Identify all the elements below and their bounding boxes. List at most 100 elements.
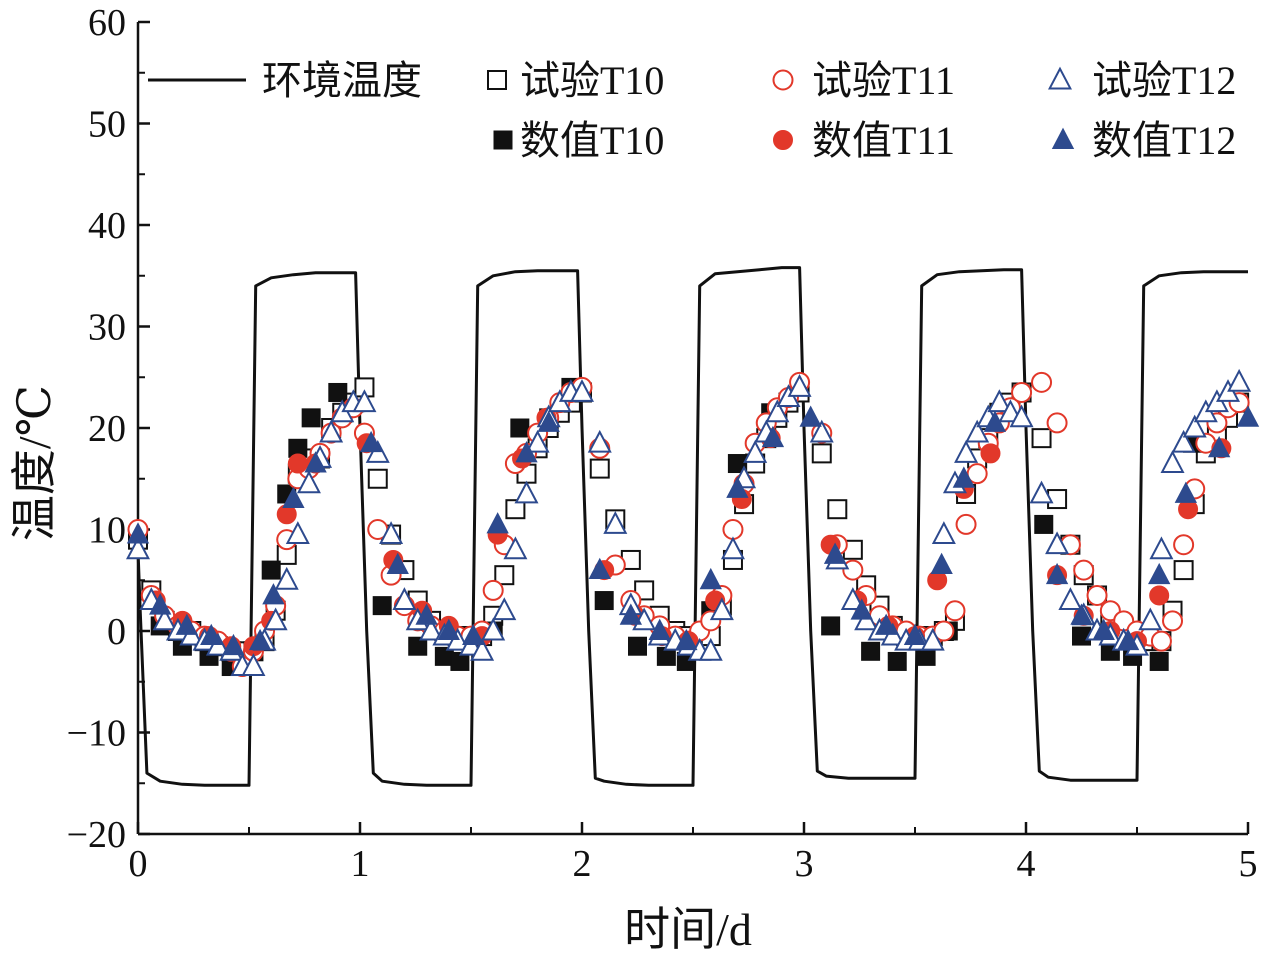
point-试验T12-16 xyxy=(319,419,344,443)
point-试验T12-71 xyxy=(1009,404,1034,428)
point-数值T12-23 xyxy=(761,425,785,448)
point-数值T12-26 xyxy=(850,598,873,620)
x-tick-label: 3 xyxy=(795,843,814,885)
legend-label: 试验T10 xyxy=(520,58,664,103)
point-数值T12-36 xyxy=(1148,562,1171,585)
point-试验T12-0 xyxy=(125,536,151,560)
point-试验T12-24 xyxy=(419,617,444,641)
point-数值T11-35 xyxy=(1149,585,1170,606)
legend-triangle-swatch xyxy=(1047,66,1073,90)
point-试验T12-50 xyxy=(743,439,768,463)
point-试验T12-48 xyxy=(720,536,745,560)
point-试验T12-28 xyxy=(470,637,495,661)
point-数值T12-9 xyxy=(359,430,383,453)
point-数值T12-4 xyxy=(222,633,245,656)
point-试验T12-84 xyxy=(1182,414,1207,438)
point-数值T11-7 xyxy=(287,453,308,474)
legend-entry: 数值T12 xyxy=(1051,118,1236,163)
point-试验T12-52 xyxy=(765,399,790,423)
point-数值T12-20 xyxy=(675,628,698,651)
point-数值T11-30 xyxy=(980,443,1001,464)
y-tick-label: −20 xyxy=(67,814,126,856)
point-数值T10-18 xyxy=(594,591,614,611)
point-试验T11-82 xyxy=(1162,610,1184,632)
point-试验T12-31 xyxy=(503,536,528,560)
point-数值T12-10 xyxy=(386,552,409,574)
point-数值T10-9 xyxy=(328,382,348,402)
point-试验T12-39 xyxy=(603,511,628,534)
point-数值T12-18 xyxy=(619,603,643,625)
point-数值T12-33 xyxy=(1070,603,1093,625)
y-tick-label: 50 xyxy=(88,104,126,146)
series-数值T12 xyxy=(126,405,1260,656)
point-试验T12-29 xyxy=(481,617,506,641)
point-试验T11-65 xyxy=(944,600,966,622)
point-数值T10-10 xyxy=(372,596,392,616)
point-试验T11-71 xyxy=(1011,381,1033,403)
point-数值T12-32 xyxy=(1045,562,1069,585)
point-试验T12-88 xyxy=(1227,368,1252,392)
point-试验T12-9 xyxy=(241,653,266,676)
point-数值T12-16 xyxy=(537,410,560,432)
legend-entry: 数值T11 xyxy=(773,118,955,163)
legend-entry: 试验T11 xyxy=(772,58,955,103)
point-数值T10-26 xyxy=(861,641,881,661)
point-试验T12-81 xyxy=(1149,536,1174,560)
point-试验T11-57 xyxy=(842,559,864,581)
legend-circle-swatch xyxy=(772,69,794,91)
point-试验T12-37 xyxy=(569,379,595,402)
ambient-temperature-line-layer xyxy=(136,266,1248,787)
point-数值T10-30 xyxy=(1034,514,1054,534)
point-数值T12-13 xyxy=(462,623,485,646)
legend-entry: 试验T12 xyxy=(1047,58,1236,103)
point-数值T10-23 xyxy=(727,454,747,474)
point-数值T12-14 xyxy=(486,512,509,534)
point-数值T12-29 xyxy=(930,552,953,574)
point-试验T12-38 xyxy=(587,429,612,453)
point-试验T12-66 xyxy=(954,439,979,463)
x-tick-label: 2 xyxy=(573,843,592,885)
point-试验T10-56 xyxy=(827,499,848,520)
point-数值T10-19 xyxy=(628,636,647,656)
point-试验T12-69 xyxy=(987,389,1012,413)
point-数值T10-27 xyxy=(887,651,907,671)
legend-entry: 环境温度 xyxy=(148,58,422,103)
point-试验T12-83 xyxy=(1171,429,1196,453)
series-数值T11 xyxy=(145,407,1232,657)
point-试验T12-82 xyxy=(1160,450,1185,473)
point-试验T10-31 xyxy=(505,499,526,520)
point-试验T12-19 xyxy=(352,389,377,413)
point-试验T12-55 xyxy=(809,419,834,443)
point-数值T12-11 xyxy=(415,603,438,625)
point-试验T12-2 xyxy=(152,607,177,631)
point-数值T10-5 xyxy=(261,560,281,580)
point-数值T12-35 xyxy=(1116,628,1140,651)
point-数值T12-6 xyxy=(262,583,285,605)
point-试验T12-54 xyxy=(787,374,812,397)
legend-label: 试验T11 xyxy=(812,58,955,103)
point-试验T12-21 xyxy=(379,521,404,545)
y-axis-label: 温度/℃ xyxy=(9,385,60,541)
point-数值T12-24 xyxy=(799,405,822,427)
point-数值T12-8 xyxy=(304,451,327,473)
x-tick-label: 4 xyxy=(1017,843,1036,885)
point-试验T10-72 xyxy=(1031,428,1052,449)
point-试验T11-72 xyxy=(1031,371,1053,393)
point-试验T11-75 xyxy=(1073,559,1095,581)
point-数值T12-31 xyxy=(983,410,1007,432)
point-数值T12-0 xyxy=(126,522,150,544)
point-试验T12-33 xyxy=(525,429,550,453)
point-试验T12-47 xyxy=(709,597,734,621)
legend-entry: 试验T10 xyxy=(487,58,664,103)
x-tick-label: 5 xyxy=(1239,843,1258,885)
point-试验T12-80 xyxy=(1138,607,1163,631)
y-tick-label: 0 xyxy=(107,611,126,653)
point-数值T10-11 xyxy=(408,636,428,656)
point-试验T11-66 xyxy=(955,513,977,535)
legend-entry: 数值T10 xyxy=(493,118,664,163)
point-试验T12-32 xyxy=(514,480,539,504)
x-tick-label: 1 xyxy=(351,843,370,885)
point-试验T12-74 xyxy=(1058,587,1083,610)
point-试验T11-81 xyxy=(1150,630,1172,652)
point-数值T10-15 xyxy=(510,418,530,438)
